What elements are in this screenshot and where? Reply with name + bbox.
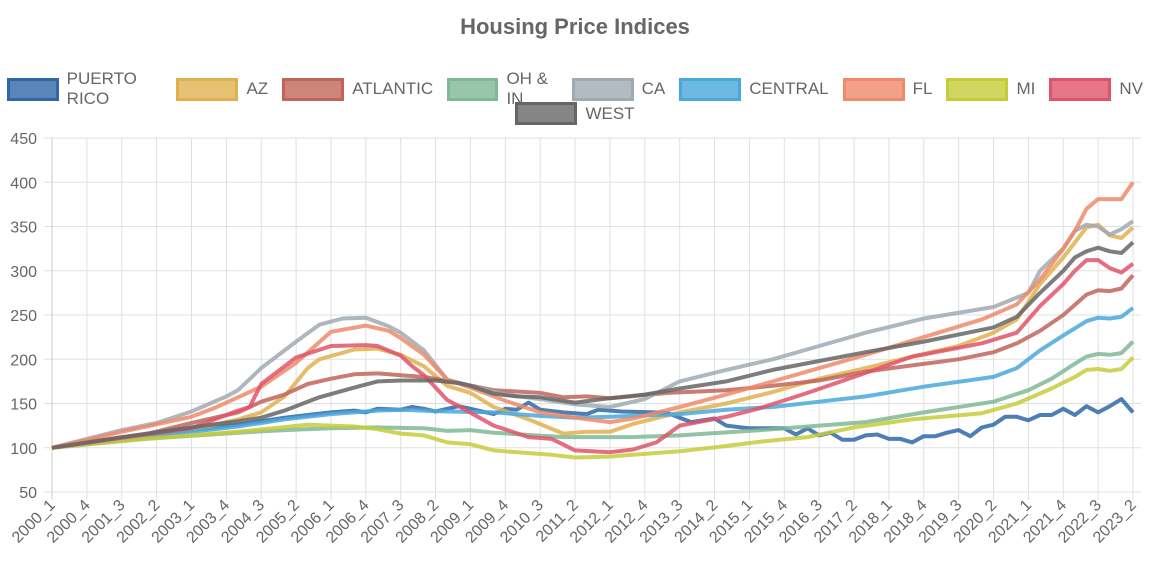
series-line-oh-in	[51, 340, 1135, 450]
y-tick-label: 100	[10, 441, 37, 458]
y-tick-label: 200	[10, 352, 37, 369]
y-tick-label: 350	[10, 220, 37, 237]
y-tick-label: 300	[10, 264, 37, 281]
series-line-mi	[51, 356, 1135, 460]
legend: WEST	[0, 102, 1150, 125]
y-tick-label: 50	[19, 485, 37, 502]
legend: PUERTO RICO AZ ATLANTIC OH & IN CA CENTRAL FL M…	[0, 69, 1150, 109]
legend-item[interactable]: WEST	[515, 102, 635, 125]
y-tick-label: 150	[10, 397, 37, 414]
series-line-az	[51, 222, 1135, 450]
legend-item[interactable]: CENTRAL	[679, 69, 829, 109]
legend-item[interactable]: CA	[571, 69, 666, 109]
series-line-atlantic	[51, 273, 1135, 450]
legend-label: MI	[1016, 79, 1036, 98]
legend-swatch	[447, 77, 499, 101]
legend-item[interactable]: MI	[946, 69, 1035, 109]
legend-label: PUERTO RICO	[66, 69, 137, 108]
legend-item[interactable]: NV	[1049, 69, 1143, 109]
legend-label: ATLANTIC	[352, 79, 434, 98]
legend-swatch	[842, 77, 905, 101]
legend-item[interactable]: OH & IN	[447, 69, 558, 109]
legend-label: CA	[641, 79, 666, 98]
legend-item[interactable]: PUERTO RICO	[7, 69, 162, 109]
y-tick-label: 400	[10, 175, 37, 192]
legend-label: NV	[1119, 79, 1143, 98]
legend-swatch	[1049, 77, 1112, 101]
legend-label: FL	[912, 79, 933, 98]
legend-swatch	[7, 77, 59, 101]
legend-swatch	[176, 77, 239, 101]
y-tick-label: 450	[10, 131, 37, 148]
legend-item[interactable]: ATLANTIC	[282, 69, 433, 109]
series-line-central	[51, 306, 1135, 450]
legend-item[interactable]: AZ	[176, 69, 268, 109]
legend-swatch	[946, 77, 1009, 101]
legend-swatch	[515, 102, 578, 125]
legend-label: CENTRAL	[749, 79, 829, 98]
legend-item[interactable]: FL	[842, 69, 933, 109]
legend-swatch	[571, 77, 634, 101]
chart-title: Housing Price Indices	[460, 14, 690, 39]
legend-swatch	[282, 77, 345, 101]
y-tick-label: 250	[10, 308, 37, 325]
series-line-west	[51, 240, 1135, 450]
legend-label: WEST	[585, 103, 635, 123]
legend-swatch	[679, 77, 742, 101]
series-line-nv	[51, 258, 1135, 455]
legend-label: AZ	[246, 79, 269, 98]
